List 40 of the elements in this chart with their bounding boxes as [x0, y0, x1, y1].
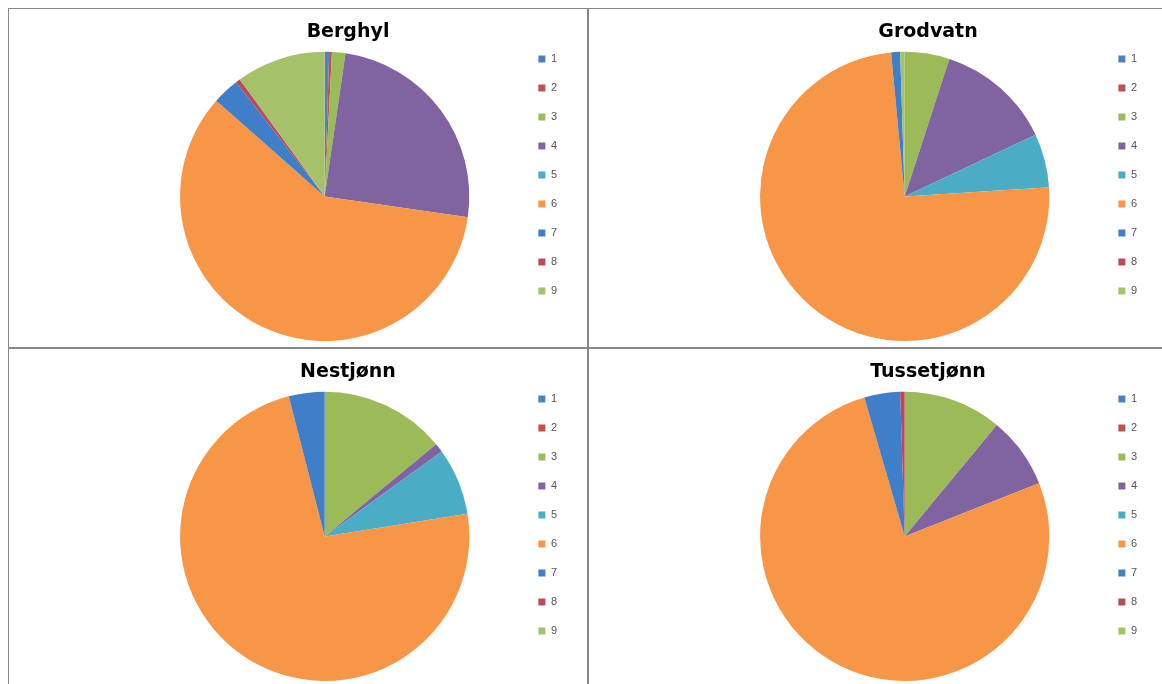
legend-label: 1 [1130, 392, 1138, 405]
legend-label: 6 [1130, 537, 1138, 550]
legend-label: 9 [1130, 624, 1138, 637]
legend-label: 5 [550, 168, 558, 181]
legend-label: 3 [1130, 110, 1138, 123]
chart-title: Nestjønn [300, 359, 396, 382]
legend-label: 2 [1130, 81, 1138, 94]
legend-label: 6 [550, 197, 558, 210]
legend-label: 3 [550, 110, 558, 123]
legend-label: 3 [1130, 450, 1138, 463]
legend-label: 9 [550, 624, 558, 637]
legend-label: 4 [550, 479, 558, 492]
legend-label: 7 [1130, 226, 1138, 239]
chart-title: Tussetjønn [870, 359, 986, 382]
legend-label: 4 [1130, 139, 1138, 152]
legend-label: 2 [550, 81, 558, 94]
chart-title: Berghyl [306, 19, 390, 42]
legend-label: 2 [1130, 421, 1138, 434]
legend-label: 8 [1130, 255, 1138, 268]
legend-label: 9 [550, 284, 558, 297]
legend-label: 2 [550, 421, 558, 434]
chart-title: Grodvatn [878, 19, 978, 42]
legend-label: 5 [1130, 168, 1138, 181]
legend-label: 5 [1130, 508, 1138, 521]
legend-label: 6 [550, 537, 558, 550]
legend-label: 7 [550, 226, 558, 239]
legend-label: 4 [550, 139, 558, 152]
legend-label: 4 [1130, 479, 1138, 492]
legend-label: 6 [1130, 197, 1138, 210]
legend-label: 7 [1130, 566, 1138, 579]
legend-label: 1 [1130, 52, 1138, 65]
legend-label: 8 [1130, 595, 1138, 608]
legend-label: 8 [550, 595, 558, 608]
legend-label: 8 [550, 255, 558, 268]
legend-label: 7 [550, 566, 558, 579]
legend-label: 3 [550, 450, 558, 463]
legend-label: 1 [550, 392, 558, 405]
legend-label: 1 [550, 52, 558, 65]
legend-label: 9 [1130, 284, 1138, 297]
legend-label: 5 [550, 508, 558, 521]
